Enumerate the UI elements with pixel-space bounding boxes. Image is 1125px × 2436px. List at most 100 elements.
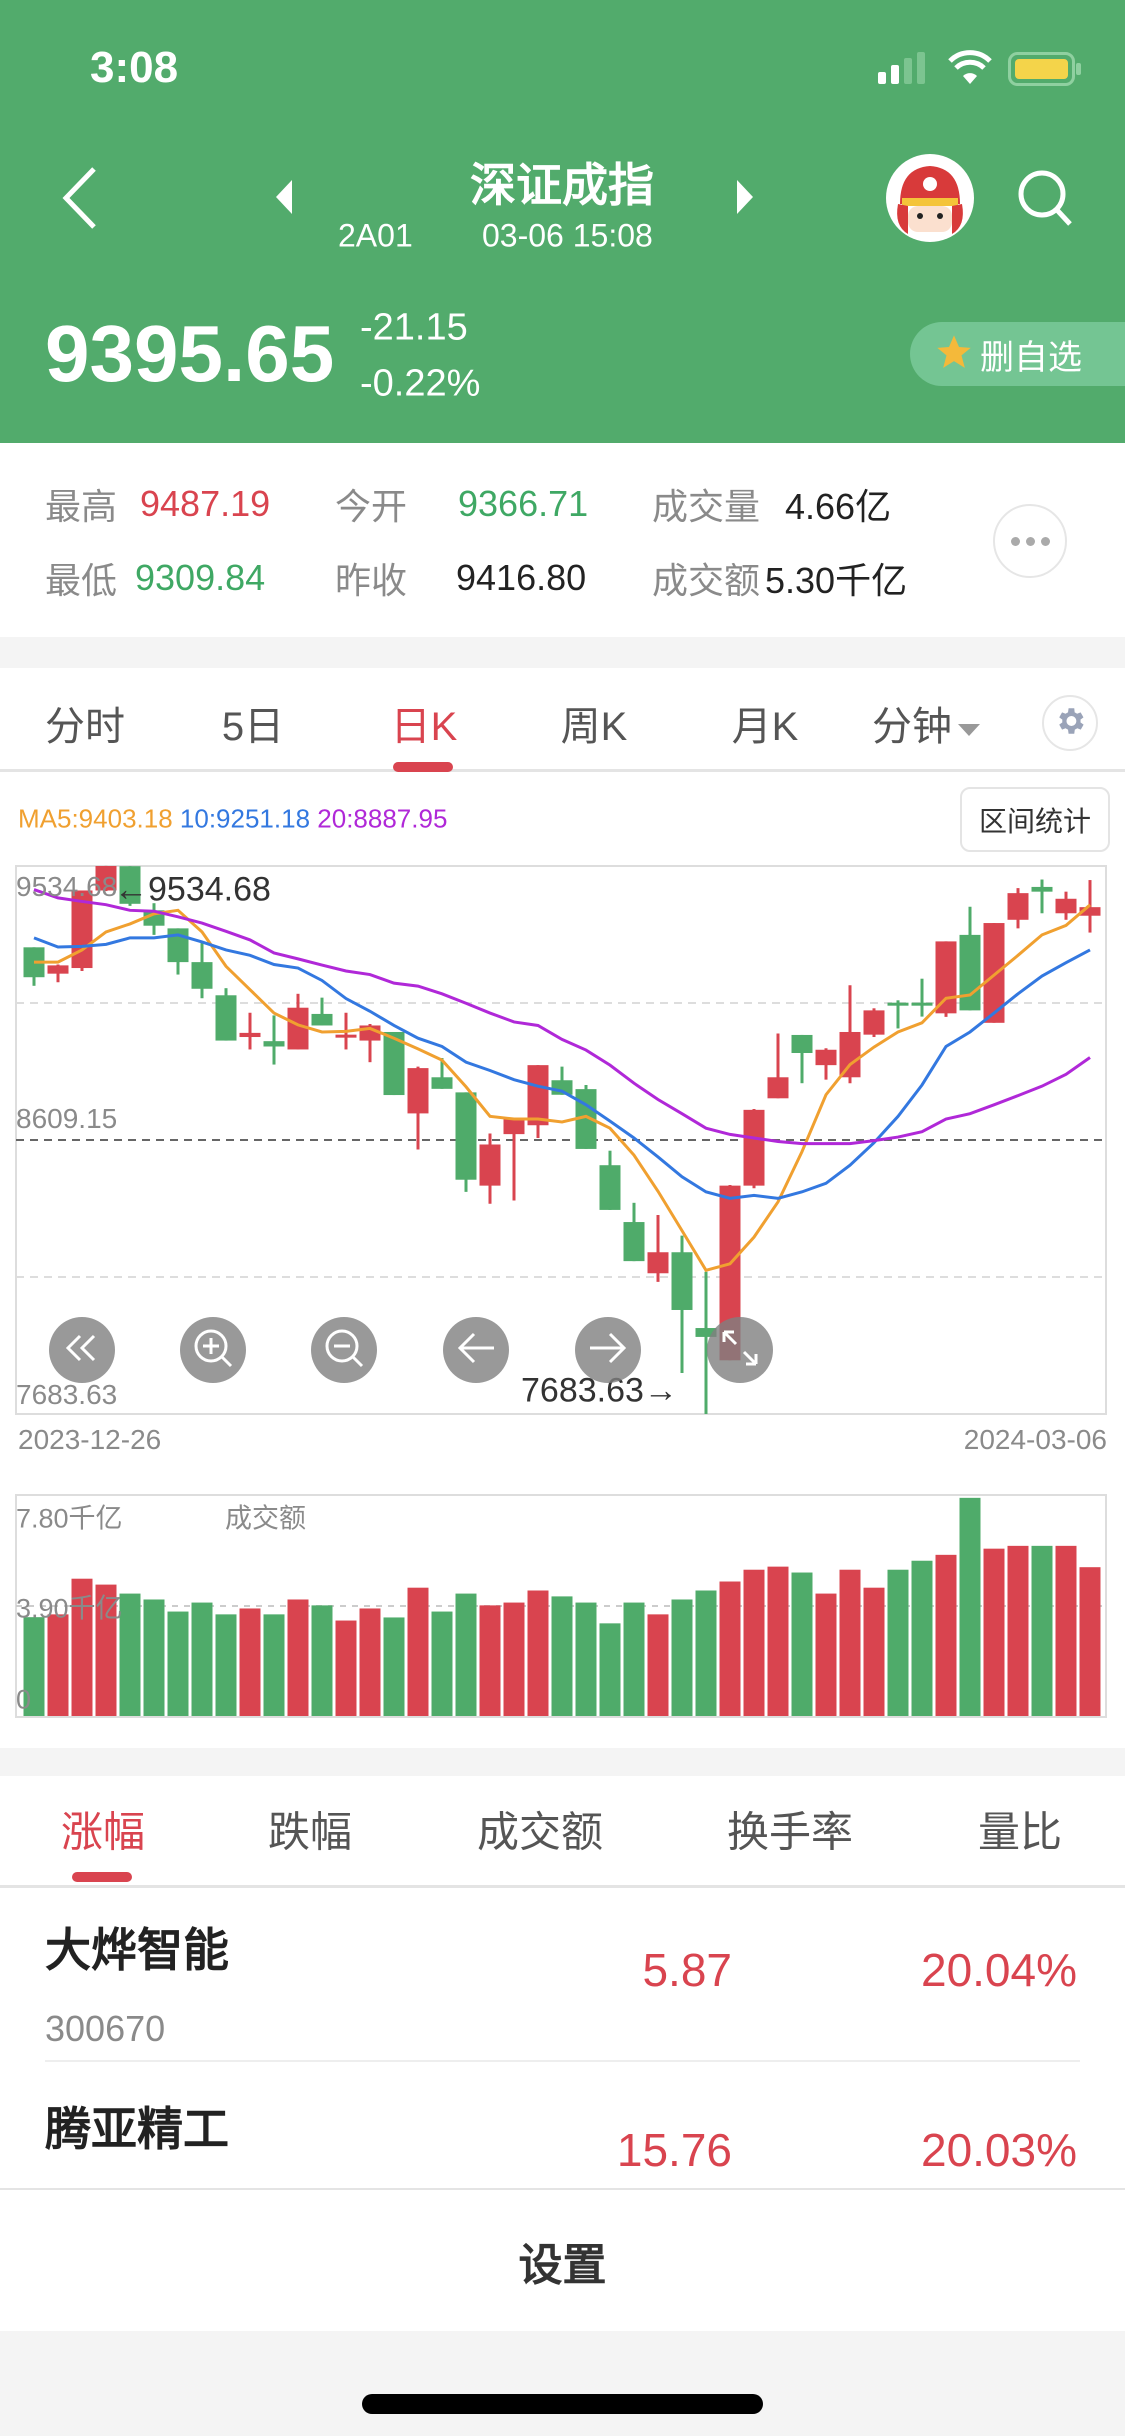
zoom-out-button[interactable] <box>311 1317 377 1383</box>
amount-value: 5.30千亿 <box>765 560 908 601</box>
ma10-legend: 10:9251.18 <box>179 803 311 834</box>
volume-bar <box>911 1560 933 1716</box>
tab-weekly-k[interactable]: 周K <box>560 705 628 749</box>
candle-down <box>383 1031 405 1096</box>
volume-bar <box>335 1620 357 1716</box>
stock-change-pct: 20.04% <box>920 1944 1077 1996</box>
volume-bar <box>503 1602 525 1716</box>
arrow-left-icon <box>456 1332 496 1369</box>
y-label-top: 9534.68 <box>16 871 118 902</box>
high-marker: ←9534.68 <box>114 870 271 909</box>
y-label-bottom: 7683.63 <box>16 1379 118 1410</box>
candle-up <box>767 1077 789 1099</box>
volume-bar <box>431 1611 453 1716</box>
open-label: 今开 <box>335 486 408 527</box>
back-icon[interactable] <box>60 165 100 236</box>
volume-title: 成交额 <box>225 1503 306 1534</box>
candle-down <box>119 866 141 904</box>
volume-bar <box>863 1587 885 1716</box>
candle-up <box>239 1032 261 1038</box>
candle-down <box>215 995 237 1041</box>
stock-code: 300670 <box>45 2008 166 2049</box>
volume-bar <box>671 1599 693 1716</box>
tab-turnover-rate[interactable]: 换手率 <box>726 1808 854 1856</box>
volume-bar <box>71 1578 93 1716</box>
prev-stock-icon[interactable] <box>276 180 294 219</box>
high-label: 最高 <box>45 486 118 527</box>
candle-up <box>71 890 93 969</box>
x-label-end: 2024-03-06 <box>963 1424 1107 1455</box>
tab-intraday[interactable]: 分时 <box>45 705 125 749</box>
zoom-in-button[interactable] <box>180 1317 246 1383</box>
candle-down <box>263 1041 285 1047</box>
tab-minute[interactable]: 分钟 <box>872 694 980 752</box>
status-time: 3:08 <box>90 43 179 92</box>
list-item[interactable]: 腾亚精工 15.76 20.03% <box>0 2064 1125 2188</box>
volume-bar <box>1055 1545 1077 1716</box>
candle-down <box>599 1165 621 1210</box>
volume-bar <box>1007 1545 1029 1716</box>
tab-monthly-k[interactable]: 月K <box>731 705 799 749</box>
candle-up <box>1079 907 1101 916</box>
fullscreen-button[interactable] <box>707 1317 773 1383</box>
settings-button[interactable]: 设置 <box>0 2188 1125 2331</box>
more-button[interactable] <box>993 504 1067 578</box>
tab-turnover-amount[interactable]: 成交额 <box>476 1808 604 1856</box>
prev-close-label: 昨收 <box>335 560 408 601</box>
volume-bar <box>95 1584 117 1716</box>
candle-down <box>1031 886 1053 892</box>
candlestick-chart[interactable] <box>0 0 1125 1760</box>
low-value: 9309.84 <box>135 557 266 598</box>
tab-5day[interactable]: 5日 <box>221 705 285 749</box>
volume-bar <box>215 1614 237 1716</box>
candle-down <box>623 1222 645 1262</box>
wifi-icon <box>948 50 992 91</box>
volume-bar <box>623 1602 645 1716</box>
list-item[interactable]: 大烨智能 300670 5.87 20.04% <box>0 1891 1125 2061</box>
candle-down <box>191 962 213 989</box>
double-chevron-left-icon <box>64 1333 100 1368</box>
chart-settings-button[interactable] <box>1042 695 1098 751</box>
search-icon[interactable] <box>1016 168 1076 235</box>
caret-down-icon <box>958 701 980 746</box>
candle-up <box>1055 898 1077 914</box>
volume-bar <box>359 1608 381 1716</box>
volume-bar <box>47 1614 69 1716</box>
candle-down <box>455 1092 477 1180</box>
quote-header: 3:08 深证成指 2A01 03-06 15:08 9395.65 -21.1… <box>0 0 1125 443</box>
stock-title: 深证成指 <box>470 159 654 211</box>
volume-bar <box>1079 1567 1101 1716</box>
volume-bar <box>887 1569 909 1716</box>
candle-up <box>479 1144 501 1186</box>
ma20-line <box>33 888 1091 1146</box>
stock-change-pct: 20.03% <box>920 2124 1077 2176</box>
volume-bar <box>695 1590 717 1716</box>
range-stats-button[interactable]: 区间统计 <box>960 787 1110 852</box>
candle-down <box>575 1089 597 1149</box>
scroll-start-button[interactable] <box>49 1317 115 1383</box>
volume-bar <box>119 1593 141 1716</box>
candle-up <box>743 1109 765 1186</box>
tab-volume-ratio[interactable]: 量比 <box>977 1808 1063 1856</box>
tab-daily-k[interactable]: 日K <box>390 705 458 749</box>
next-stock-icon[interactable] <box>735 180 753 219</box>
candle-down <box>959 934 981 1011</box>
tab-losers[interactable]: 跌幅 <box>267 1808 353 1856</box>
candle-down <box>911 1002 933 1006</box>
avatar[interactable] <box>886 154 974 242</box>
tab-gainers[interactable]: 涨幅 <box>60 1808 146 1856</box>
candle-up <box>983 923 1005 1023</box>
rank-tabs: 涨幅 跌幅 成交额 换手率 量比 <box>0 1776 1125 1888</box>
volume-bar <box>575 1602 597 1716</box>
candle-up <box>503 1119 525 1135</box>
signal-icon <box>878 52 928 89</box>
remove-watchlist-button[interactable]: 删自选 <box>910 322 1125 386</box>
volume-bar <box>23 1617 45 1716</box>
arrow-right-icon <box>588 1332 628 1369</box>
stock-price: 15.76 <box>616 2124 732 2176</box>
volume-value: 4.66亿 <box>785 486 892 527</box>
scroll-left-button[interactable] <box>443 1317 509 1383</box>
volume-bar <box>959 1497 981 1716</box>
remove-watchlist-label: 删自选 <box>980 338 1082 377</box>
scroll-right-button[interactable] <box>575 1317 641 1383</box>
